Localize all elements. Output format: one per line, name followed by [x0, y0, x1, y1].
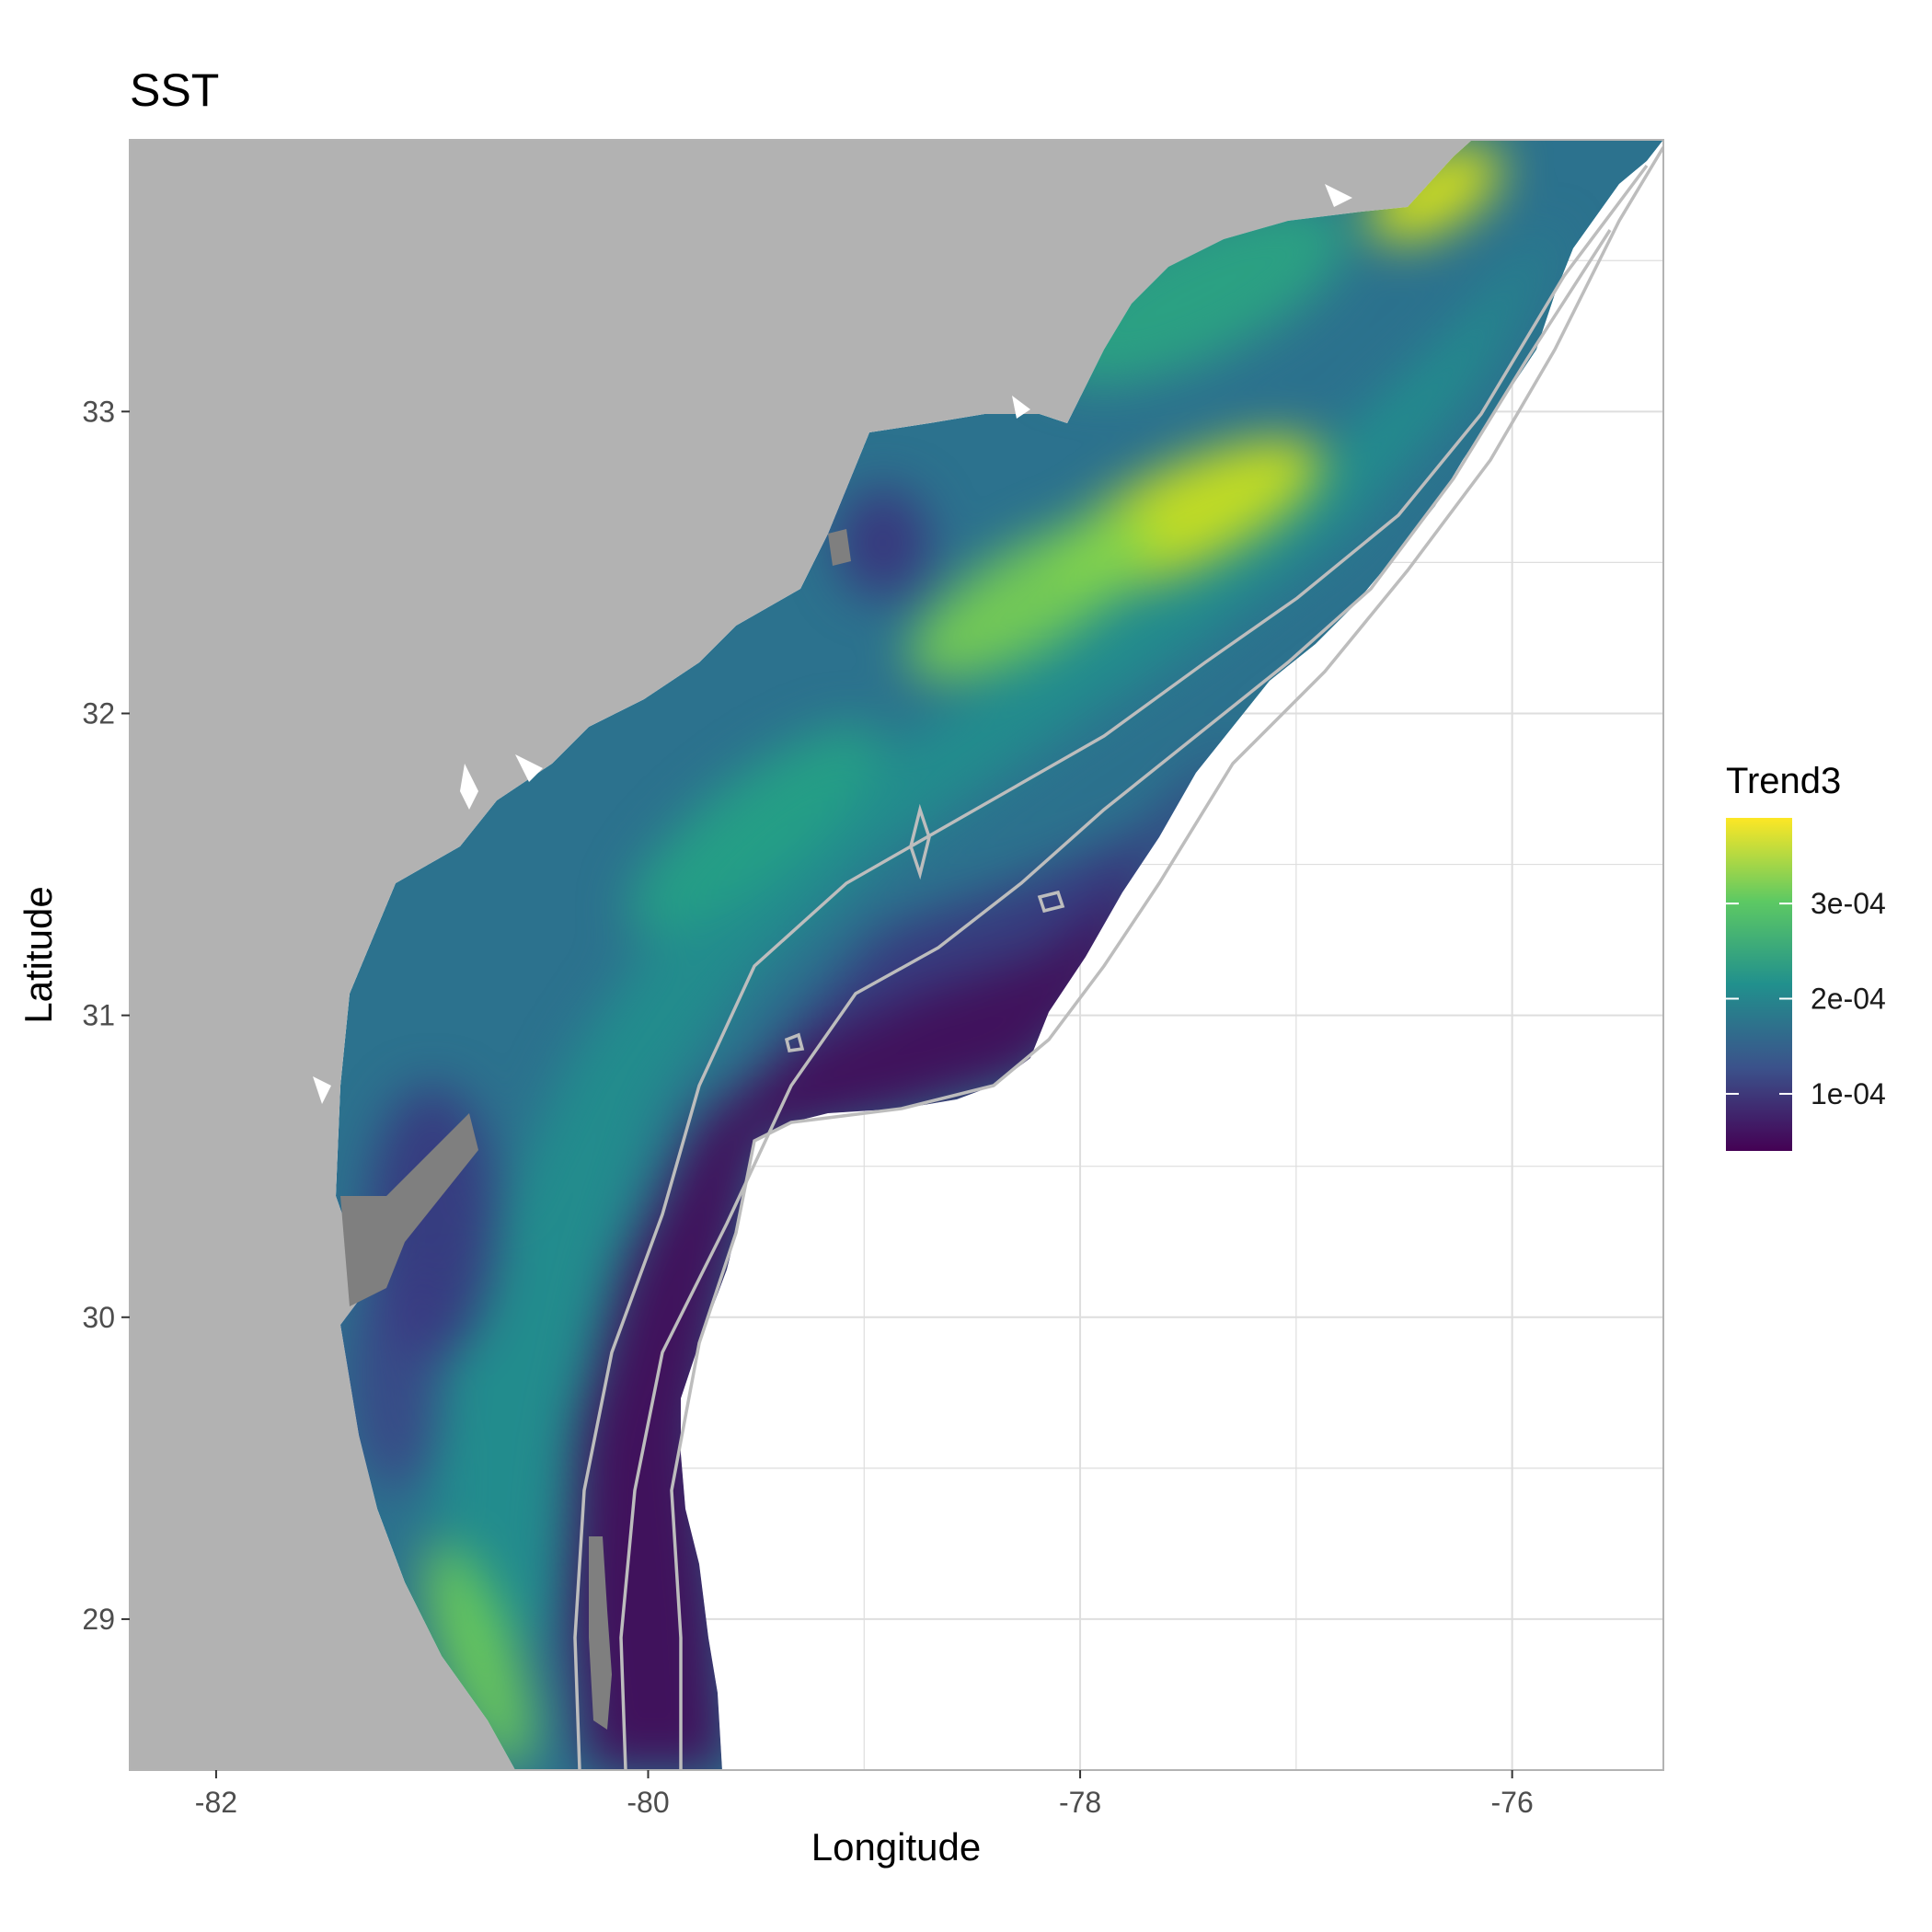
x-tick-label-1: -80	[627, 1786, 669, 1819]
legend-ticks: 3e-04 2e-04 1e-04	[1726, 887, 1886, 1110]
legend-label-0: 3e-04	[1811, 887, 1886, 920]
estuary-3	[1325, 184, 1352, 207]
inner-low-carolina	[837, 488, 929, 598]
high-florida	[424, 1543, 533, 1769]
x-tick-label-2: -78	[1059, 1786, 1101, 1819]
x-axis: -82 -80 -78 -76	[195, 1770, 1534, 1819]
contour-deep	[670, 146, 1663, 1770]
estuary-4	[313, 1076, 331, 1104]
na-cells-florida	[589, 1536, 612, 1730]
inner-low-florida	[350, 1270, 442, 1490]
mid-trend-band	[432, 221, 1564, 1674]
x-axis-title: Longitude	[811, 1825, 982, 1869]
legend: Trend3 3e-04 2e-04 1e-04	[1726, 761, 1886, 1151]
contour-island-1	[909, 803, 931, 880]
y-tick-label-4: 33	[82, 395, 115, 428]
y-tick-label-1: 30	[82, 1301, 115, 1334]
legend-title: Trend3	[1726, 761, 1841, 801]
y-tick-label-2: 31	[82, 999, 115, 1032]
high-longbay	[908, 516, 1153, 680]
contour-island-2	[1037, 890, 1065, 914]
depth-contours	[573, 146, 1663, 1770]
x-tick-label-3: -76	[1491, 1786, 1534, 1819]
legend-label-2: 1e-04	[1811, 1077, 1886, 1110]
legend-label-1: 2e-04	[1811, 983, 1886, 1016]
estuary-2	[515, 754, 543, 782]
na-cells-carolina	[828, 529, 851, 566]
y-tick-label-3: 32	[82, 696, 115, 730]
mid-carolina-shelf	[627, 723, 882, 933]
contour-mid-slope	[619, 229, 1612, 1770]
mid-upper-shelf	[1043, 202, 1349, 386]
na-cells-georgia	[340, 1113, 478, 1306]
legend-colorbar	[1726, 818, 1792, 1151]
contour-island-3	[784, 1032, 805, 1052]
y-axis: 29 30 31 32 33	[82, 395, 130, 1636]
y-tick-label-0: 29	[82, 1603, 115, 1636]
y-axis-title: Latitude	[17, 886, 60, 1023]
coastline-details	[313, 184, 1352, 1104]
estuary-1	[460, 764, 478, 810]
high-capelookout	[1368, 144, 1502, 242]
chart-title: SST	[130, 64, 219, 116]
plot-panel	[130, 140, 1663, 1770]
panel-border	[129, 139, 1664, 1771]
x-tick-label-0: -82	[195, 1786, 237, 1819]
land-mass	[130, 140, 1472, 1770]
estuary-5	[1012, 396, 1030, 419]
